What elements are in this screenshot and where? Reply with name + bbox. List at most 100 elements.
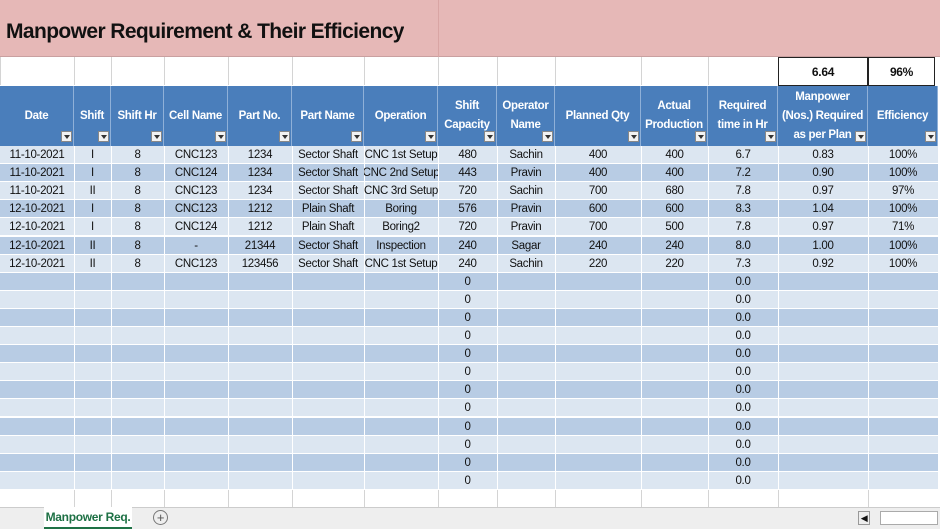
filter-button[interactable] [628,131,639,142]
cell-border [778,453,779,472]
cell: 400 [588,149,608,162]
scroll-left[interactable]: ◀ [858,511,870,525]
cell: 8.0 [735,239,751,252]
cell: 700 [588,185,608,198]
cell: 0.90 [812,167,834,180]
cell: 500 [665,221,684,234]
cell-border [164,308,165,327]
cell-border [555,218,556,237]
cell-border [364,236,365,255]
cell-border [228,471,229,490]
cell: 0 [464,348,471,361]
cell-border [228,327,229,346]
cell-border [74,254,75,273]
cell-border [708,146,709,165]
cell-border [497,236,498,255]
filter-button[interactable] [279,131,290,142]
cell-border [641,182,642,201]
cell: 8 [134,203,141,216]
cell-border [292,146,293,165]
cell-border [868,272,869,291]
cell: 100% [888,167,918,180]
cell: 0.83 [812,149,834,162]
filter-button[interactable] [542,131,553,142]
cell-border [111,146,112,165]
filter-button[interactable] [695,131,706,142]
cell: 0 [464,311,471,324]
filter-button[interactable] [765,131,776,142]
grid-line [364,57,365,85]
table-row [0,146,938,165]
table-row [0,218,938,237]
cell-border [868,417,869,436]
filter-button[interactable] [98,131,109,142]
cell-border [111,345,112,364]
cell: Sector Shaft [298,185,358,198]
sheet-tab[interactable]: Manpower Req. [44,507,132,529]
cell-border [708,453,709,472]
filter-button[interactable] [484,131,495,142]
cell-border [708,381,709,400]
cell: 0.0 [735,384,751,397]
tab-bar [0,507,940,529]
cell-border [555,182,556,201]
cell: Sector Shaft [298,167,358,180]
filter-button[interactable] [351,131,362,142]
cell: 100% [888,257,918,270]
scrollbar[interactable] [880,511,938,525]
add-sheet-button[interactable]: + [153,510,168,525]
filter-button[interactable] [215,131,226,142]
cell: 100% [888,149,918,162]
cell: Plain Shaft [301,203,355,216]
filter-button[interactable] [151,131,162,142]
cell-border [868,381,869,400]
cell-border [497,417,498,436]
cell-border [555,381,556,400]
cell-border [111,327,112,346]
cell-border [868,182,869,201]
cell-border [74,272,75,291]
cell-border [868,435,869,454]
cell-border [868,236,869,255]
grid-line [164,489,165,507]
cell-border [778,471,779,490]
cell: 0.0 [735,293,751,306]
cell: CNC123 [174,203,218,216]
cell-border [111,381,112,400]
cell-border [497,218,498,237]
grid-line [111,489,112,507]
cell-border [555,164,556,183]
filter-button[interactable] [425,131,436,142]
cell-border [555,453,556,472]
cell-border [74,308,75,327]
cell-border [438,327,439,346]
cell-border [228,345,229,364]
cell-border [778,272,779,291]
cell: 0.0 [735,402,751,415]
cell-border [111,218,112,237]
grid-line [164,57,165,85]
cell-border [292,272,293,291]
cell: 0 [464,330,471,343]
cell-border [868,471,869,490]
cell-border [555,435,556,454]
grid-line [364,489,365,507]
title-row [0,0,940,57]
filter-button[interactable] [855,131,866,142]
cell-border [364,182,365,201]
cell-border [364,218,365,237]
cell-border [164,435,165,454]
cell: 720 [458,221,477,234]
cell-border [164,200,165,219]
cell: 0 [464,438,471,451]
cell-border [74,435,75,454]
cell-border [364,453,365,472]
grid-line [497,489,498,507]
cell-border [778,363,779,382]
cell-border [164,381,165,400]
filter-button[interactable] [925,131,936,142]
cell-border [228,417,229,436]
cell-border [708,363,709,382]
cell-border [778,327,779,346]
filter-button[interactable] [61,131,72,142]
